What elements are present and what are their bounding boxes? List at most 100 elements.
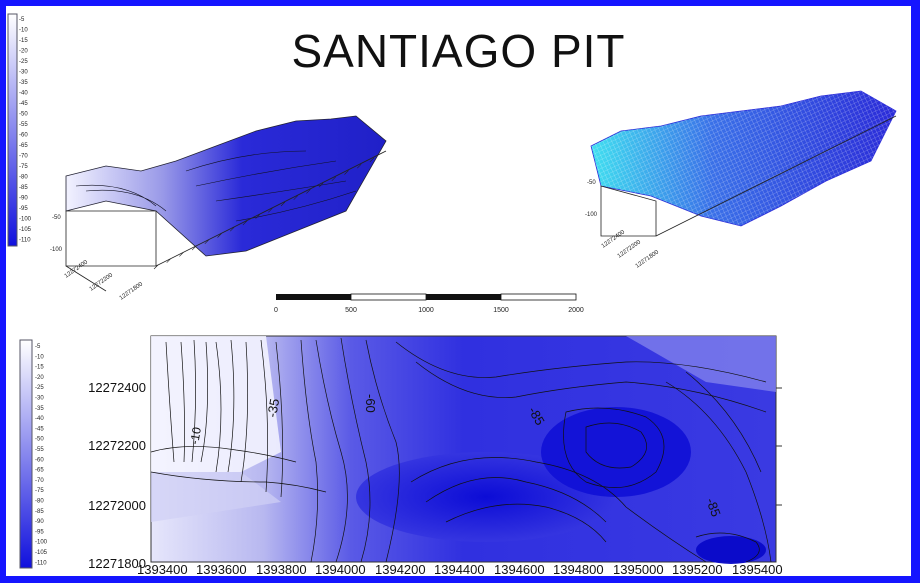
surface-tick-marks [153, 157, 375, 270]
legend-label: -5 [35, 344, 41, 350]
legend-label: -85 [19, 185, 28, 191]
surface-front-face [65, 210, 157, 267]
legend-label: -10 [19, 28, 28, 34]
legend-label: -105 [35, 550, 48, 556]
scale-bar: 0 500 1000 1500 2000 [274, 293, 584, 314]
x-tick-label: 1395400 [732, 562, 783, 576]
y-tick-label: 12272200 [88, 438, 146, 453]
contour-lines [150, 337, 772, 563]
surface-tick [242, 220, 248, 226]
x-tick-label: 1394800 [553, 562, 604, 576]
surface-tick [255, 214, 260, 219]
legend-label: -90 [35, 519, 44, 525]
legend-label: -30 [35, 396, 44, 402]
basin [696, 536, 766, 564]
legend-label: -95 [35, 529, 44, 535]
legend-label: -65 [35, 468, 44, 474]
surface-tick [153, 264, 159, 270]
contour-label: -35 [264, 397, 282, 418]
legend-label: -40 [35, 416, 44, 422]
surface-tick [179, 252, 184, 257]
legend-label: -5 [19, 17, 25, 23]
legend-label: -20 [19, 49, 28, 55]
legend-label: -70 [35, 478, 44, 484]
legend-label: -15 [19, 38, 28, 44]
legend-label: -20 [35, 375, 44, 381]
surface-tick [217, 233, 222, 238]
surface-tick [369, 157, 375, 163]
legend-label: -55 [19, 122, 28, 128]
x-tick-label: 1393600 [196, 562, 247, 576]
surface-tick [306, 189, 311, 194]
surface-tick [344, 170, 349, 175]
x-tick-label: 1394400 [434, 562, 485, 576]
x-tick-label: 1395000 [613, 562, 664, 576]
x-tick-label: 1394200 [375, 562, 426, 576]
legend-label: -15 [35, 365, 44, 371]
legend-label: -50 [19, 112, 28, 118]
contour-label: -10 [187, 426, 204, 446]
surface-base-edge [155, 150, 387, 267]
x-tick-label: 1394000 [315, 562, 366, 576]
surface-tick [229, 226, 235, 232]
scale-label: 1000 [418, 307, 434, 314]
contour-map: -10 -35 -60 -85 -85 12272400 12272200 12… [88, 335, 782, 571]
legend-main: -5 -10 -15 -20 -25 -30 -35 -40 -45 -50 -55 -60 -65 -7… [19, 339, 48, 569]
surface-axis-label: 12271800 [119, 281, 145, 301]
x-tick-label: 1393800 [256, 562, 307, 576]
surface-3d-solid: -50 -100 12272400 12272200 12271800 [50, 115, 387, 301]
legend-label: -30 [19, 70, 28, 76]
legend-label: -95 [19, 206, 28, 212]
surface-3d-wireframe: -50 -100 12272400 12272200 12271800 [585, 90, 897, 270]
wire-axis-label: 12272200 [617, 239, 643, 260]
scale-label: 1500 [493, 307, 509, 314]
legend-label: -80 [19, 175, 28, 181]
surface-tick [166, 258, 171, 263]
legend-label: -85 [35, 509, 44, 515]
y-axis: 12272400 12272200 12272000 12271800 [88, 380, 146, 571]
legend-label: -25 [19, 59, 28, 65]
x-tick-label: 1394600 [494, 562, 545, 576]
surface-tick [268, 208, 273, 213]
surface-tick [280, 201, 286, 207]
legend-label: -65 [19, 143, 28, 149]
basin [356, 452, 616, 542]
legend-main-bar [19, 339, 33, 569]
contour-label: -85 [703, 496, 724, 519]
legend-label: -25 [35, 385, 44, 391]
surface-tick [191, 245, 197, 251]
legend-label: -110 [35, 560, 47, 566]
legend-label: -80 [35, 499, 44, 505]
wire-axis-label: -100 [585, 212, 598, 218]
surface-axis-label: -50 [52, 215, 61, 221]
surface-contours [75, 150, 357, 222]
legend-label: -45 [35, 426, 44, 432]
legend-label: -90 [19, 196, 28, 202]
legend-label: -40 [19, 91, 28, 97]
y-tick-label: 12272400 [88, 380, 146, 395]
legend-label: -35 [19, 80, 28, 86]
legend-label: -60 [19, 133, 28, 139]
legend-label: -100 [19, 217, 32, 223]
scale-label: 0 [274, 307, 278, 314]
x-tick-label: 1395200 [672, 562, 723, 576]
legend-label: -105 [19, 227, 32, 233]
legend-label: -60 [35, 457, 44, 463]
right-ticks [776, 387, 782, 506]
x-tick-label: 1393400 [137, 562, 188, 576]
legend-top: -5 -10 -15 -20 -25 -30 -35 -40 -45 -50 -55 -60 -65 -7… [7, 13, 32, 247]
y-tick-label: 12272000 [88, 498, 146, 513]
wire-axis-label: -50 [587, 180, 596, 186]
x-axis: 1393400 1393600 1393800 1394000 1394200 … [137, 562, 897, 576]
legend-label: -50 [35, 437, 44, 443]
surface-tick [356, 163, 362, 169]
legend-label: -55 [35, 447, 44, 453]
legend-label: -10 [35, 354, 44, 360]
contour-label: -60 [363, 394, 378, 413]
surface-tick [331, 176, 337, 182]
legend-top-bar [7, 13, 18, 247]
surface-axis-label: -100 [50, 247, 63, 253]
figure-canvas: SANTIAGO PIT -5 -10 -15 -20 -25 -30 -35 -40 -45-… [6, 6, 911, 576]
scale-label: 2000 [568, 307, 584, 314]
surface-tick [204, 239, 210, 245]
